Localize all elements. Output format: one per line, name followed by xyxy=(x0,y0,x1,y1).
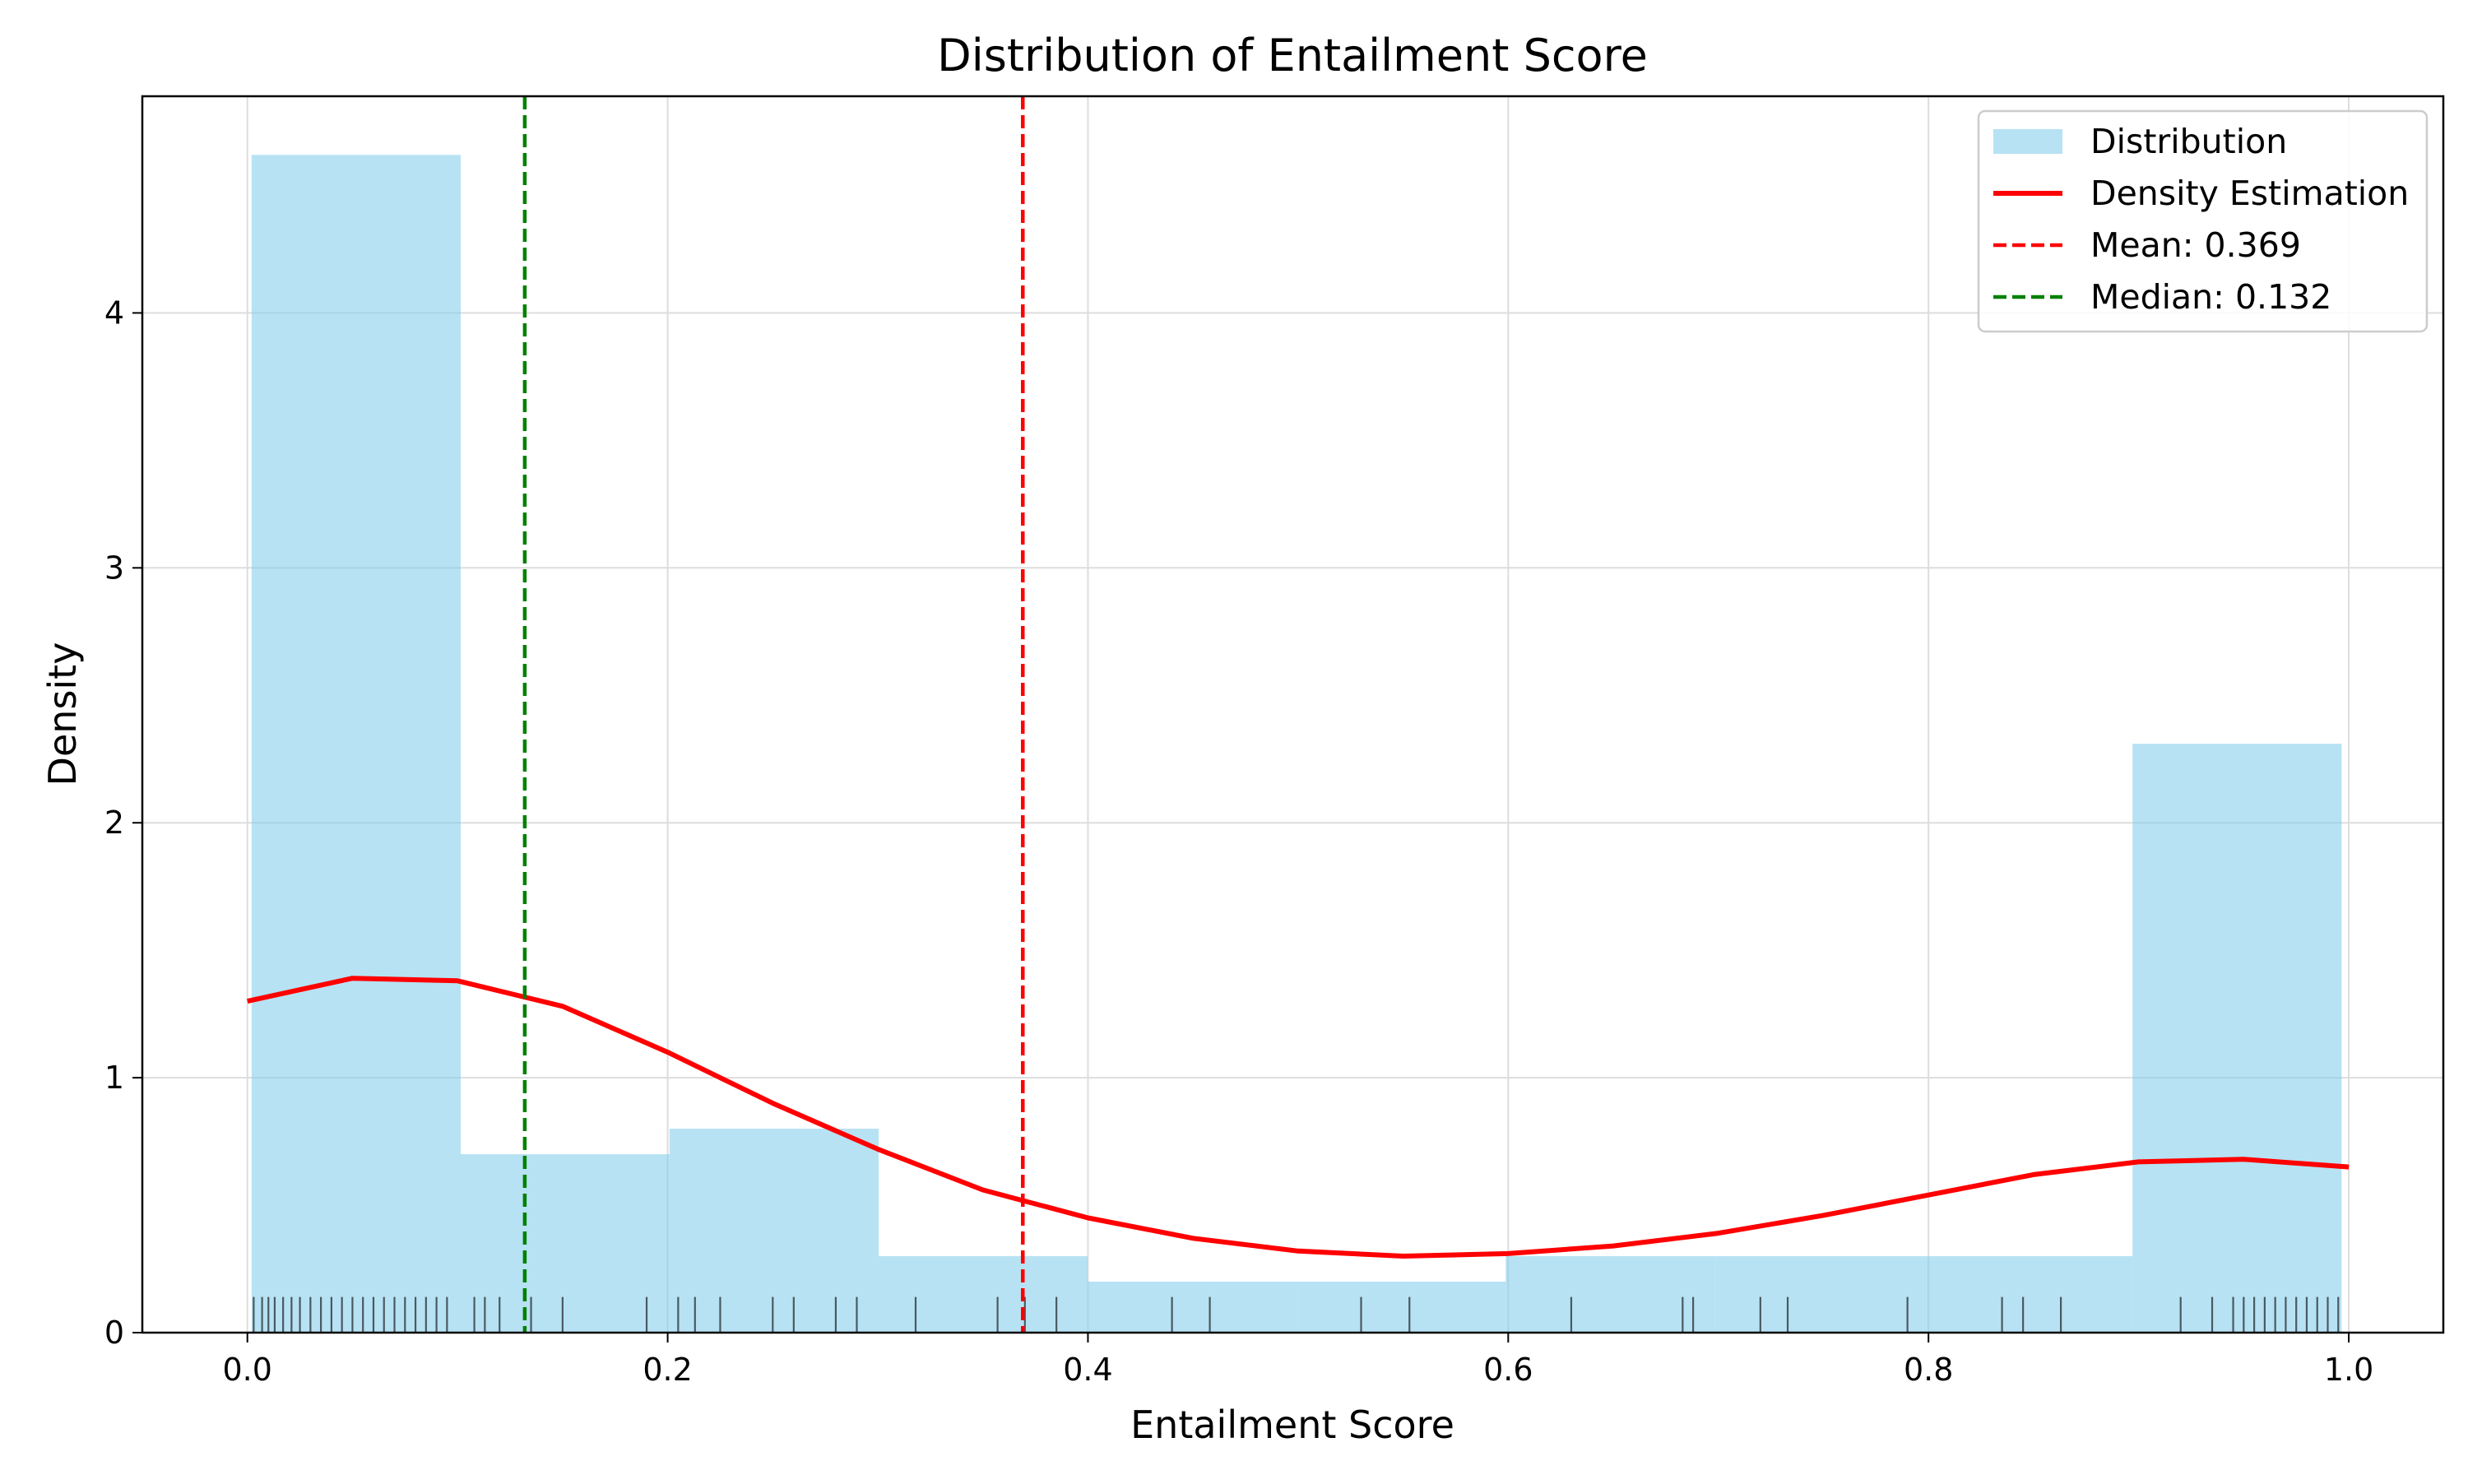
histogram-bar xyxy=(1088,1282,1297,1333)
chart-title: Distribution of Entailment Score xyxy=(937,30,1648,81)
x-axis-label: Entailment Score xyxy=(1130,1403,1454,1447)
histogram-bar xyxy=(1923,1256,2133,1333)
axis-ticks: 0.0 0.2 0.4 0.6 0.8 1.0 0 1 2 3 4 xyxy=(104,294,2373,1388)
legend-label: Density Estimation xyxy=(2090,174,2409,213)
histogram-bar xyxy=(251,155,461,1333)
legend-box xyxy=(1977,109,2429,333)
x-tick-label: 0.0 xyxy=(222,1352,271,1388)
legend-label: Distribution xyxy=(2090,122,2287,161)
rug-marks xyxy=(253,1296,2340,1333)
legend-swatch xyxy=(1993,129,2062,154)
chart-lines xyxy=(247,96,2350,1333)
plot-frame xyxy=(141,95,2445,1334)
histogram-bar xyxy=(1714,1256,1924,1333)
y-tick-label: 3 xyxy=(104,550,124,586)
histogram-bar xyxy=(669,1129,879,1333)
y-tick-label: 0 xyxy=(104,1315,124,1351)
histogram-bars xyxy=(251,155,2342,1333)
y-tick-label: 1 xyxy=(104,1060,124,1096)
histogram-bar xyxy=(1297,1282,1506,1333)
x-tick-label: 1.0 xyxy=(2324,1352,2373,1388)
x-tick-label: 0.6 xyxy=(1483,1352,1533,1388)
x-tick-label: 0.4 xyxy=(1063,1352,1112,1388)
y-tick-label: 4 xyxy=(104,294,124,331)
y-tick-label: 2 xyxy=(104,805,124,841)
x-tick-label: 0.2 xyxy=(643,1352,692,1388)
legend-label: Mean: 0.369 xyxy=(2090,225,2301,265)
density-estimation-line xyxy=(247,976,2350,1259)
legend-label: Median: 0.132 xyxy=(2090,277,2331,317)
legend: Distribution Density Estimation Mean: 0.36… xyxy=(1977,109,2429,333)
histogram-bar xyxy=(2132,744,2342,1333)
x-tick-label: 0.8 xyxy=(1904,1352,1953,1388)
histogram-bar xyxy=(879,1256,1088,1333)
y-axis-label: Density xyxy=(40,642,85,786)
histogram-bar xyxy=(460,1154,670,1333)
histogram-bar xyxy=(1505,1256,1715,1333)
